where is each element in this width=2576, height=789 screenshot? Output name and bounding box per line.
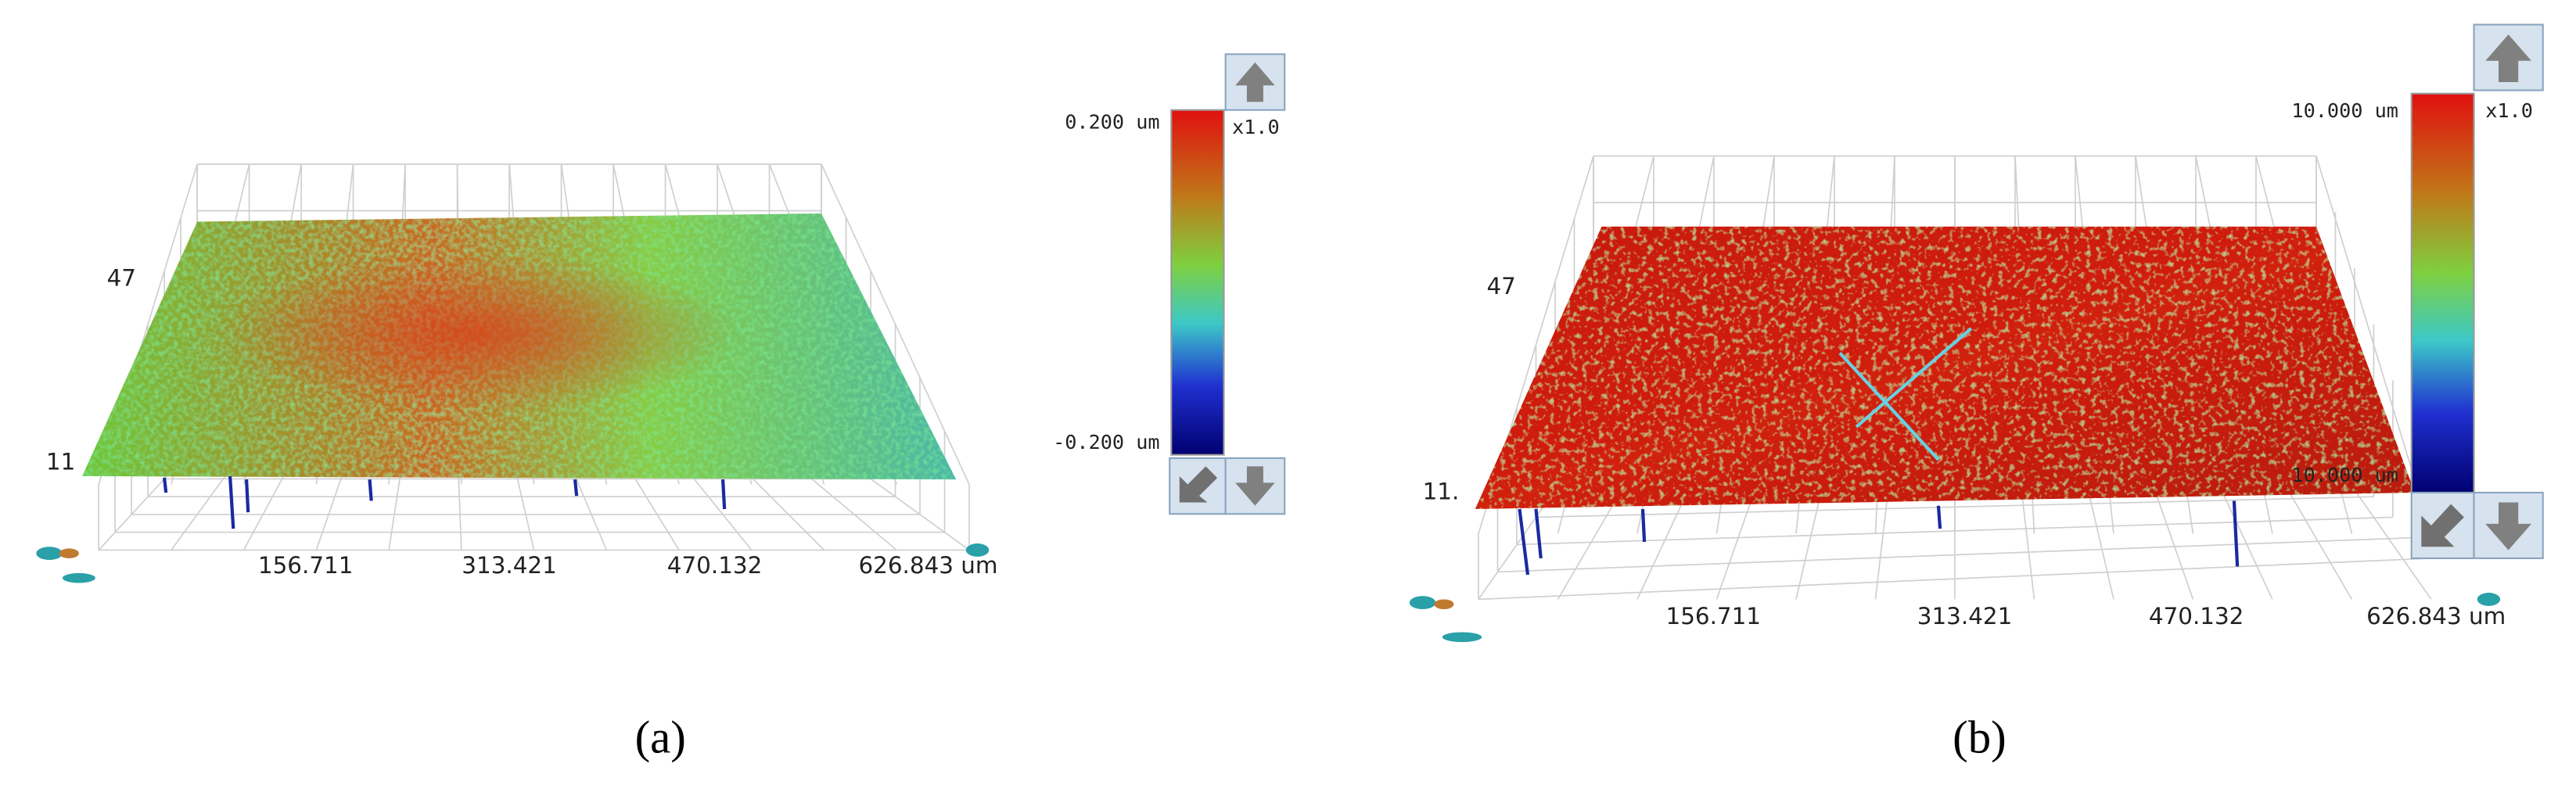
reset-button[interactable]: [2410, 491, 2475, 560]
spikes: [162, 475, 727, 529]
y-label: 11: [46, 449, 75, 475]
colorbar-max: 0.200 um: [1065, 110, 1159, 133]
grid-line: [1516, 516, 2393, 546]
surface: [1475, 226, 2415, 509]
orientation-icon: [1409, 593, 2501, 643]
colorbar: [1170, 109, 1225, 456]
y-label: 47: [107, 264, 136, 291]
grid-line: [1478, 558, 2431, 601]
orientation-icon: [36, 543, 990, 583]
x-tick-label: 156.711: [258, 552, 353, 579]
y-label: 47: [1486, 273, 1515, 299]
colorbar: [2410, 92, 2475, 494]
down-button[interactable]: [2473, 491, 2544, 560]
x-tick-label: 626.843 um: [2366, 603, 2506, 629]
x-tick-label: 470.132: [2149, 603, 2244, 629]
x-tick-label: 313.421: [1917, 603, 2012, 629]
up-button[interactable]: [1224, 53, 1286, 111]
spikes: [1518, 500, 2240, 576]
x-tick-label: 156.711: [1666, 603, 1761, 629]
x-tick-label: 470.132: [667, 552, 762, 579]
panel-a: 47 11 156.711 313.421 470.132 626.843 um…: [36, 53, 1286, 763]
reset-button[interactable]: [1169, 457, 1227, 515]
colorbar-min: -0.200 um: [1053, 431, 1159, 454]
up-button[interactable]: [2473, 23, 2544, 91]
x-tick-label: 626.843 um: [858, 552, 997, 579]
caption: (b): [1953, 712, 2007, 763]
zoom-label: x1.0: [2485, 99, 2533, 122]
colorbar-min: 10.000 um: [2291, 464, 2398, 486]
scratches: [1838, 327, 1973, 461]
down-button[interactable]: [1224, 457, 1286, 515]
grid-line: [1497, 536, 2413, 573]
zoom-label: x1.0: [1232, 116, 1280, 138]
surface-highlight: [82, 213, 957, 480]
colorbar-max: 10.000 um: [2291, 99, 2398, 122]
caption: (a): [635, 712, 686, 763]
y-label: 11.: [1423, 478, 1460, 504]
grid-line: [1536, 496, 2374, 518]
x-tick-label: 313.421: [462, 552, 556, 579]
panel-b: 47 11. 156.711 313.421 470.132 626.843 u…: [1409, 23, 2544, 763]
